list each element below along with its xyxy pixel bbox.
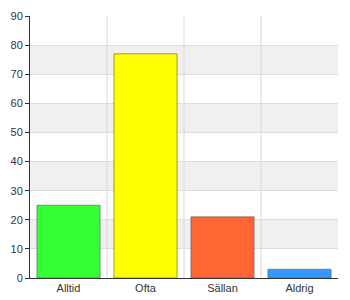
- svg-text:90: 90: [11, 10, 23, 22]
- svg-text:30: 30: [11, 185, 23, 197]
- svg-text:60: 60: [11, 97, 23, 109]
- svg-text:Sällan: Sällan: [207, 282, 238, 294]
- svg-text:20: 20: [11, 214, 23, 226]
- svg-text:Aldrig: Aldrig: [285, 282, 313, 294]
- svg-text:50: 50: [11, 126, 23, 138]
- svg-text:10: 10: [11, 243, 23, 255]
- svg-text:80: 80: [11, 39, 23, 51]
- svg-text:0: 0: [17, 272, 23, 284]
- svg-text:70: 70: [11, 68, 23, 80]
- svg-text:40: 40: [11, 155, 23, 167]
- svg-text:Alltid: Alltid: [57, 282, 81, 294]
- svg-text:Ofta: Ofta: [135, 282, 157, 294]
